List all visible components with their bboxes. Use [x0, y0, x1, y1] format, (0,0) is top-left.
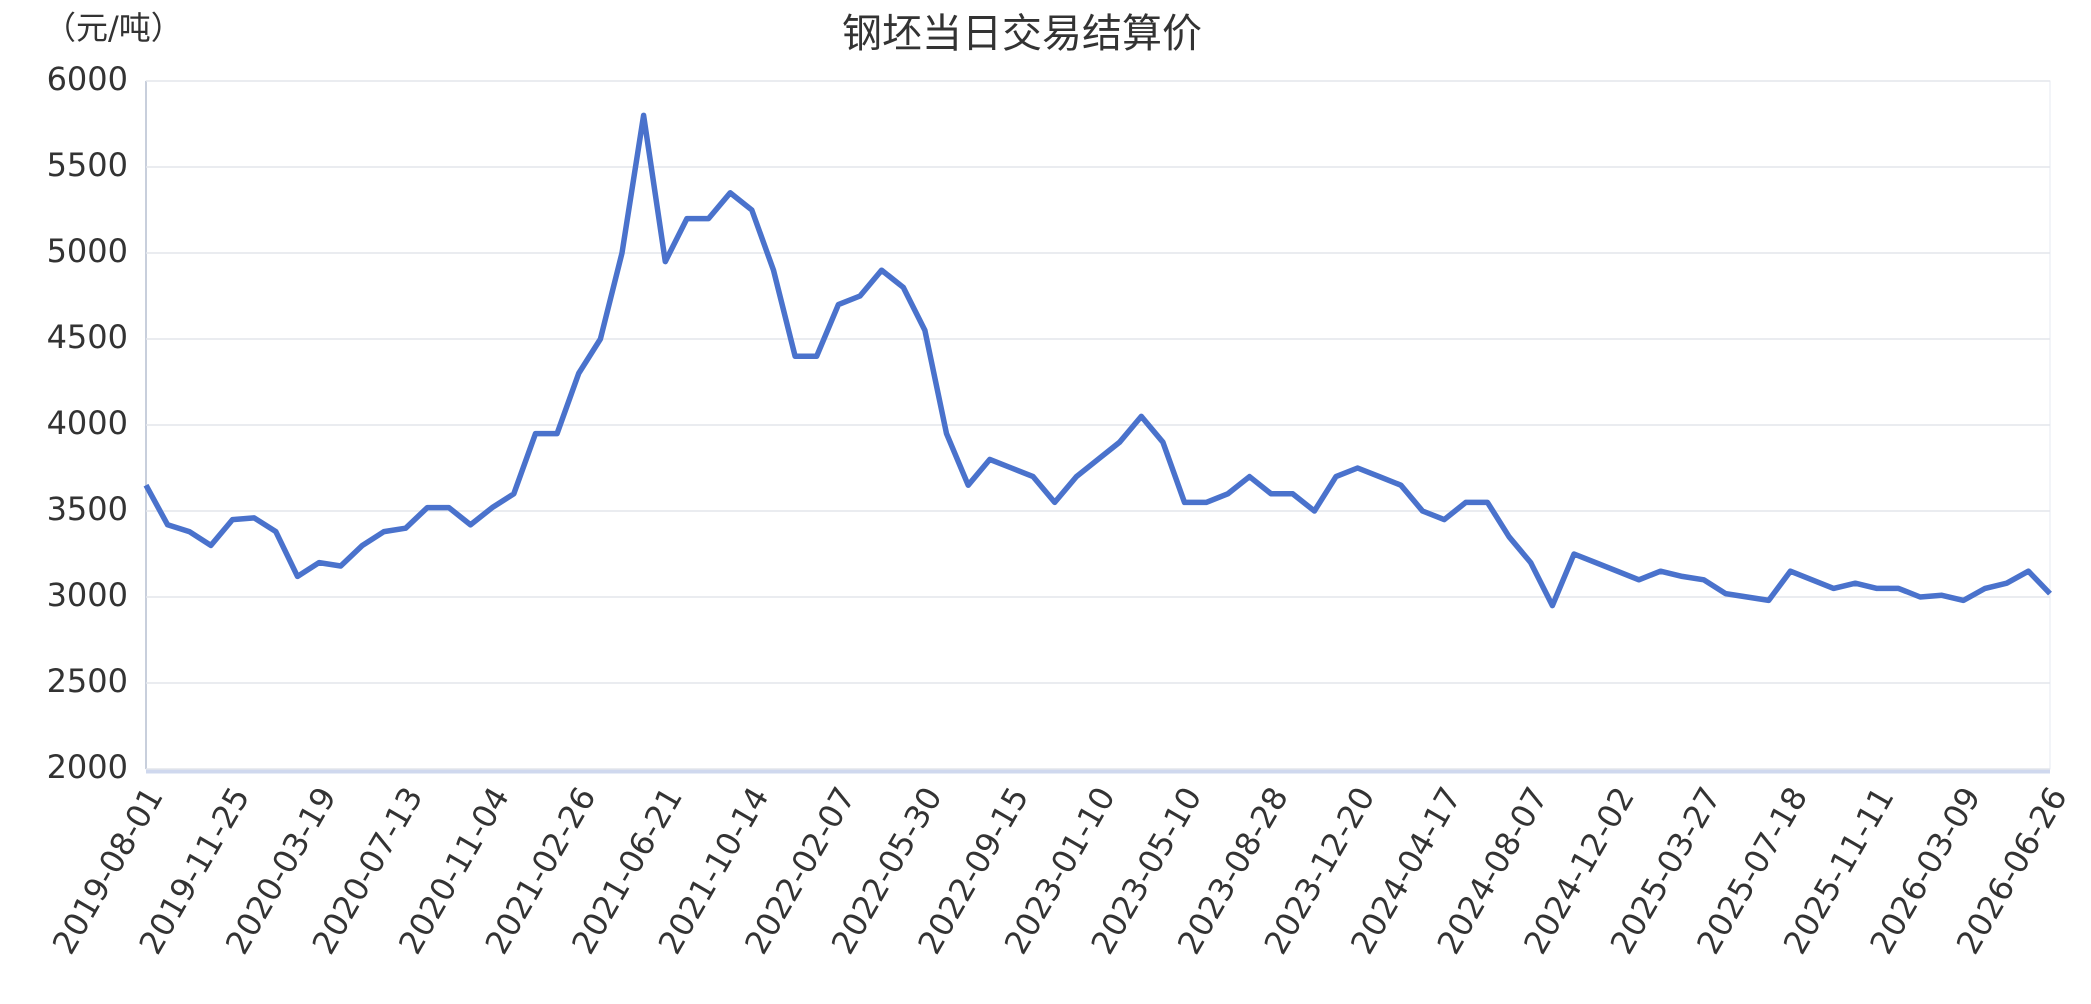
y-tick-label: 2500 — [47, 662, 128, 700]
y-tick-label: 2000 — [47, 748, 128, 786]
y-unit: （元/吨） — [44, 9, 183, 47]
y-tick-label: 6000 — [47, 60, 128, 98]
y-tick-label: 4500 — [47, 318, 128, 356]
chart-title: 钢坯当日交易结算价 — [842, 11, 1202, 57]
y-tick-label: 4000 — [47, 404, 128, 442]
y-tick-label: 5500 — [47, 146, 128, 184]
y-tick-label: 3000 — [47, 576, 128, 614]
y-tick-label: 3500 — [47, 490, 128, 528]
line-series — [143, 112, 2052, 609]
y-tick-label: 5000 — [47, 232, 128, 270]
